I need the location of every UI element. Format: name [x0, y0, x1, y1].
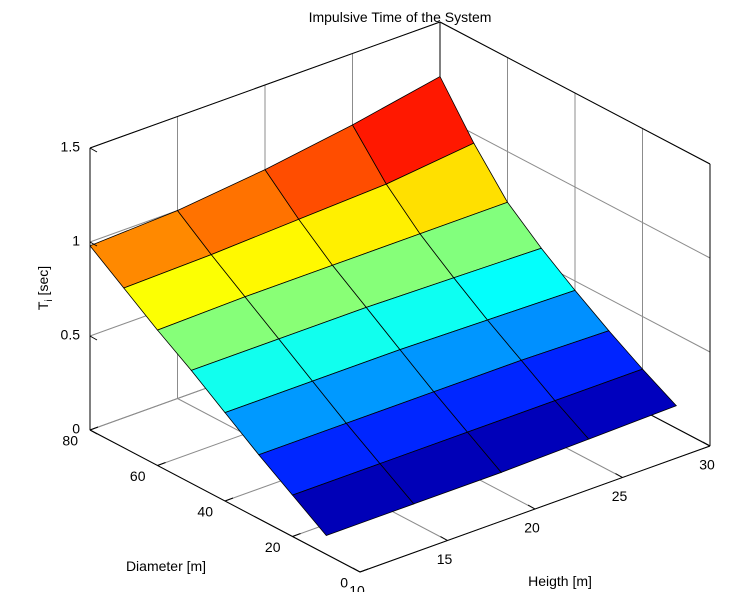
x-tick — [702, 441, 711, 447]
z-tick-label: 1.5 — [61, 139, 81, 155]
y-tick — [157, 462, 166, 466]
z-tick — [89, 335, 98, 341]
y-tick-label: 40 — [197, 504, 213, 520]
grid-line — [439, 115, 711, 259]
y-tick-label: 20 — [265, 539, 281, 555]
y-tick — [292, 533, 301, 537]
x-tick — [527, 504, 536, 510]
z-axis-label: Ti [sec] — [35, 266, 55, 310]
y-tick-label: 60 — [130, 468, 146, 484]
x-tick-label: 15 — [437, 551, 453, 567]
y-tick-label: 0 — [340, 575, 348, 591]
x-tick-label: 25 — [612, 488, 628, 504]
surface-patch — [554, 368, 677, 440]
x-tick — [440, 536, 448, 541]
y-tick — [224, 497, 234, 502]
x-tick-label: 30 — [699, 457, 715, 473]
chart-title: Impulsive Time of the System — [309, 9, 492, 25]
z-tick-label: 0 — [72, 421, 80, 437]
x-tick — [352, 567, 361, 573]
surface — [89, 75, 677, 536]
z-tick-label: 1 — [72, 233, 80, 249]
y-tick-label: 80 — [62, 433, 78, 449]
x-tick — [615, 473, 623, 478]
axis-line — [89, 21, 441, 149]
z-tick — [89, 147, 98, 153]
y-axis-label: Diameter [m] — [126, 558, 206, 574]
x-tick-label: 10 — [349, 583, 365, 592]
z-tick — [89, 241, 98, 247]
x-tick-label: 20 — [524, 520, 540, 536]
z-tick-label: 0.5 — [61, 327, 81, 343]
axis-line — [439, 21, 711, 165]
y-tick — [359, 568, 369, 573]
x-axis-label: Heigth [m] — [528, 573, 592, 589]
z-tick — [89, 429, 98, 435]
y-tick — [89, 426, 99, 431]
